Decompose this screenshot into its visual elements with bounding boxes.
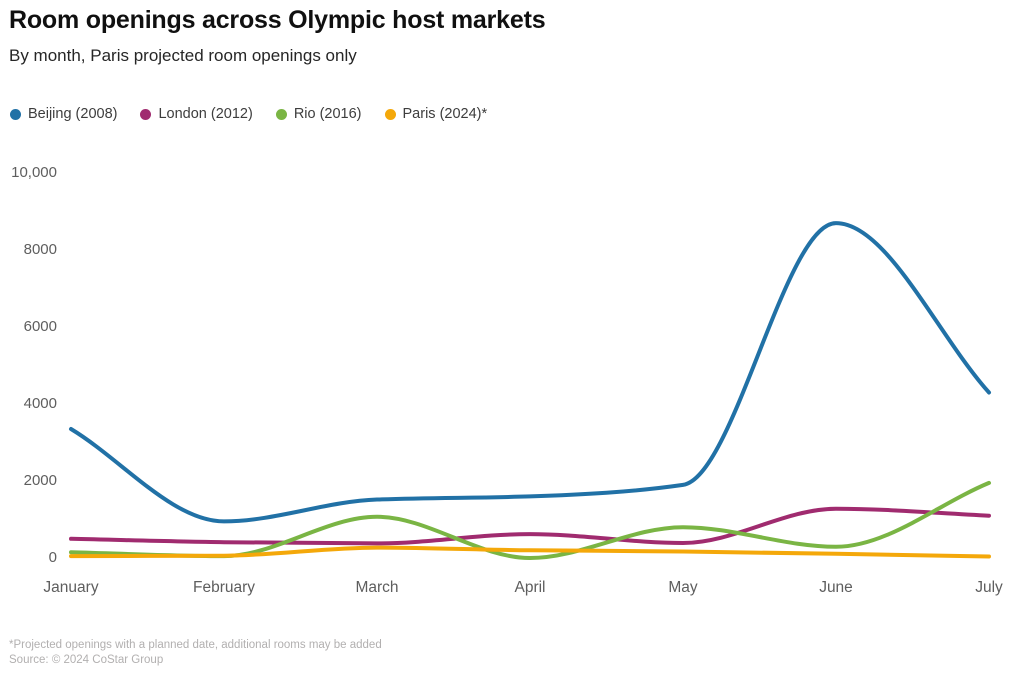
footnote-source: Source: © 2024 CoStar Group [9,654,164,666]
series-line-rio-2016 [69,480,991,561]
x-tick-label: July [975,579,1003,596]
legend-item-paris-2024: Paris (2024)* [384,106,488,122]
series-line-paris-2024 [69,545,991,559]
page-subtitle: By month, Paris projected room openings … [9,46,357,65]
y-tick-label: 8000 [23,241,57,258]
page-title: Room openings across Olympic host market… [9,6,546,34]
legend-dot-icon [384,108,396,120]
footnote-asterisk: *Projected openings with a planned date,… [9,639,382,651]
legend-item-beijing-2008: Beijing (2008) [10,106,117,122]
y-tick-label: 4000 [23,395,57,412]
x-tick-label: January [43,579,99,596]
y-tick-label: 0 [48,549,57,566]
x-tick-label: May [668,579,698,596]
legend-label: Beijing (2008) [28,106,118,122]
y-tick-label: 6000 [23,318,57,335]
series-line-london-2012 [69,506,991,546]
legend-dot-icon [275,108,287,120]
y-tick-label: 10,000 [11,164,57,181]
x-tick-label: April [514,579,546,596]
legend-label: London (2012) [158,106,253,122]
legend-item-london-2012: London (2012) [140,106,253,122]
legend-label: Paris (2024)* [402,106,488,122]
x-tick-label: February [192,579,256,596]
legend-label: Rio (2016) [293,106,362,122]
legend-dot-icon [140,108,152,120]
legend-item-rio-2016: Rio (2016) [275,106,362,122]
legend-dot-icon [10,108,21,120]
chart-legend: Beijing (2008) London (2012) Rio (2016) Par… [10,106,487,122]
y-tick-label: 2000 [23,472,57,489]
x-tick-label: June [819,579,853,596]
x-tick-label: March [355,579,399,596]
series-line-beijing-2008 [69,221,991,524]
